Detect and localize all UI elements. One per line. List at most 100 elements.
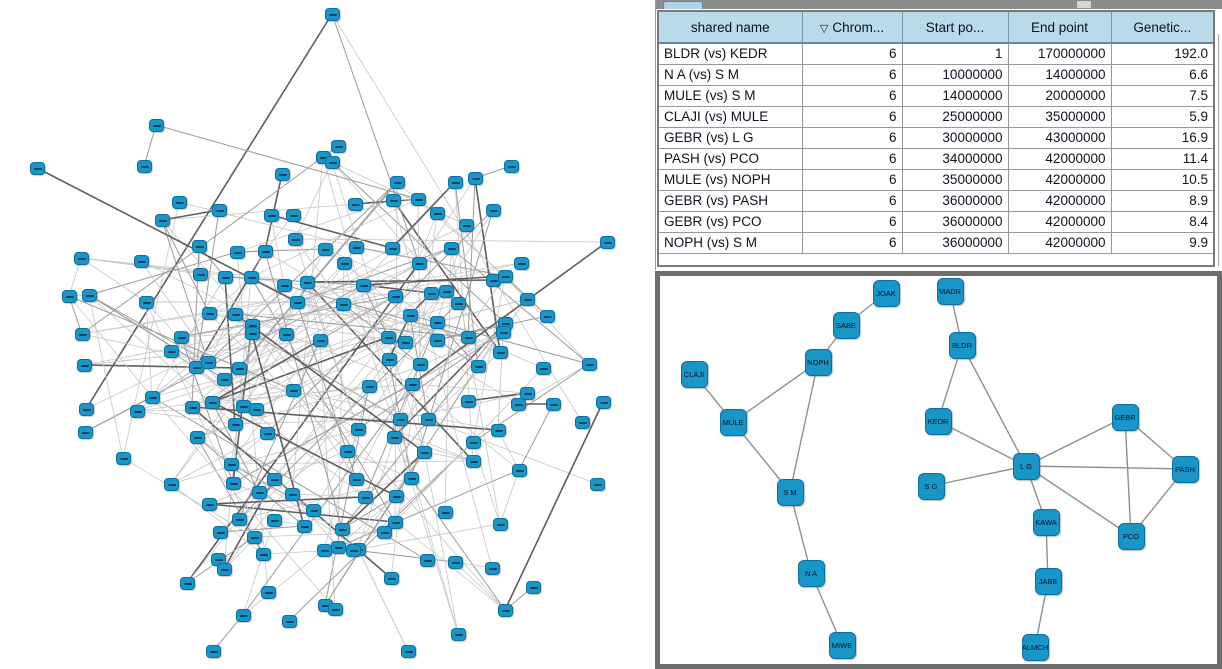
network-node[interactable] <box>520 293 535 306</box>
cell-value[interactable]: 6 <box>802 106 903 128</box>
table-tab-fragment[interactable] <box>663 1 703 9</box>
cell-value[interactable]: 7.5 <box>1111 85 1213 107</box>
network-node[interactable] <box>413 358 428 371</box>
network-node[interactable] <box>336 298 351 311</box>
cell-value[interactable]: 11.4 <box>1111 148 1213 170</box>
network-edge[interactable] <box>1025 416 1126 467</box>
network-node[interactable] <box>546 398 561 411</box>
network-node[interactable] <box>536 362 551 375</box>
network-node[interactable] <box>247 531 262 544</box>
cell-value[interactable]: 20000000 <box>1008 85 1112 107</box>
network-node[interactable] <box>420 554 435 567</box>
network-node[interactable] <box>228 308 243 321</box>
network-node[interactable] <box>331 541 346 554</box>
cell-value[interactable]: 36000000 <box>902 190 1009 212</box>
network-node[interactable] <box>78 426 93 439</box>
network-node[interactable] <box>172 196 187 209</box>
network-node[interactable] <box>424 287 439 300</box>
cell-shared-name[interactable]: GEBR (vs) PCO <box>659 211 803 233</box>
network-node[interactable] <box>202 498 217 511</box>
cell-value[interactable]: 35000000 <box>1008 106 1112 128</box>
node-bldr[interactable]: BLDR <box>948 331 976 359</box>
cell-value[interactable]: 6 <box>802 190 903 212</box>
network-node[interactable] <box>245 327 260 340</box>
cell-value[interactable]: 43000000 <box>1008 127 1112 149</box>
cell-shared-name[interactable]: GEBR (vs) L G <box>659 127 803 149</box>
network-node[interactable] <box>430 334 445 347</box>
network-node[interactable] <box>439 285 454 298</box>
network-node[interactable] <box>244 271 259 284</box>
cell-value[interactable]: 6 <box>802 43 903 65</box>
network-node[interactable] <box>267 514 282 527</box>
node-almch[interactable]: ALMCH <box>1021 633 1049 661</box>
network-node[interactable] <box>466 455 481 468</box>
cell-value[interactable]: 6.6 <box>1111 64 1213 86</box>
cell-value[interactable]: 10000000 <box>902 64 1009 86</box>
cell-value[interactable]: 42000000 <box>1008 190 1112 212</box>
network-node[interactable] <box>491 424 506 437</box>
network-node[interactable] <box>590 478 605 491</box>
cell-shared-name[interactable]: CLAJI (vs) MULE <box>659 106 803 128</box>
network-node[interactable] <box>285 488 300 501</box>
network-node[interactable] <box>461 395 476 408</box>
network-node[interactable] <box>205 396 220 409</box>
node-gebr[interactable]: GEBR <box>1111 403 1139 431</box>
cell-value[interactable]: 42000000 <box>1008 169 1112 191</box>
network-node[interactable] <box>496 326 511 339</box>
network-node[interactable] <box>201 356 216 369</box>
network-node[interactable] <box>448 176 463 189</box>
network-node[interactable] <box>438 506 453 519</box>
node-l-g[interactable]: L G <box>1012 452 1040 480</box>
main-network-canvas[interactable] <box>0 0 655 669</box>
column-header-4[interactable]: Genetic... <box>1111 12 1213 44</box>
cell-shared-name[interactable]: N A (vs) S M <box>659 64 803 86</box>
cell-shared-name[interactable]: NOPH (vs) S M <box>659 232 803 254</box>
cell-value[interactable]: 1 <box>902 43 1009 65</box>
network-node[interactable] <box>388 290 403 303</box>
network-node[interactable] <box>461 331 476 344</box>
network-node[interactable] <box>412 257 427 270</box>
cell-shared-name[interactable]: MULE (vs) S M <box>659 85 803 107</box>
network-node[interactable] <box>232 362 247 375</box>
network-node[interactable] <box>267 473 282 486</box>
cell-value[interactable]: 14000000 <box>1008 64 1112 86</box>
cell-value[interactable]: 6 <box>802 148 903 170</box>
network-node[interactable] <box>202 307 217 320</box>
network-node[interactable] <box>236 609 251 622</box>
network-node[interactable] <box>382 353 397 366</box>
network-node[interactable] <box>404 472 419 485</box>
network-node[interactable] <box>575 416 590 429</box>
network-node[interactable] <box>228 418 243 431</box>
network-node[interactable] <box>260 427 275 440</box>
network-node[interactable] <box>451 628 466 641</box>
network-node[interactable] <box>504 160 519 173</box>
node-kedr[interactable]: KEDR <box>924 407 952 435</box>
cell-value[interactable]: 25000000 <box>902 106 1009 128</box>
network-edge[interactable] <box>1025 465 1132 537</box>
network-node[interactable] <box>403 309 418 322</box>
node-joak[interactable]: JOAK <box>872 279 900 307</box>
network-node[interactable] <box>317 544 332 557</box>
cell-value[interactable]: 192.0 <box>1111 43 1213 65</box>
network-node[interactable] <box>582 358 597 371</box>
network-node[interactable] <box>226 477 241 490</box>
network-node[interactable] <box>362 380 377 393</box>
network-node[interactable] <box>328 603 343 616</box>
network-node[interactable] <box>256 548 271 561</box>
network-node[interactable] <box>331 140 346 153</box>
network-node[interactable] <box>277 279 292 292</box>
network-node[interactable] <box>224 458 239 471</box>
network-node[interactable] <box>421 413 436 426</box>
network-node[interactable] <box>325 156 340 169</box>
node-claji[interactable]: CLAJI <box>680 360 708 388</box>
network-node[interactable] <box>318 243 333 256</box>
network-node[interactable] <box>511 398 526 411</box>
network-node[interactable] <box>401 645 416 658</box>
network-node[interactable] <box>466 436 481 449</box>
cell-value[interactable]: 170000000 <box>1008 43 1112 65</box>
horizontal-scrollbar-track[interactable] <box>656 0 1222 9</box>
network-node[interactable] <box>540 310 555 323</box>
cell-value[interactable]: 6 <box>802 127 903 149</box>
network-node[interactable] <box>444 242 459 255</box>
node-miwe[interactable]: MIWE <box>828 631 856 659</box>
